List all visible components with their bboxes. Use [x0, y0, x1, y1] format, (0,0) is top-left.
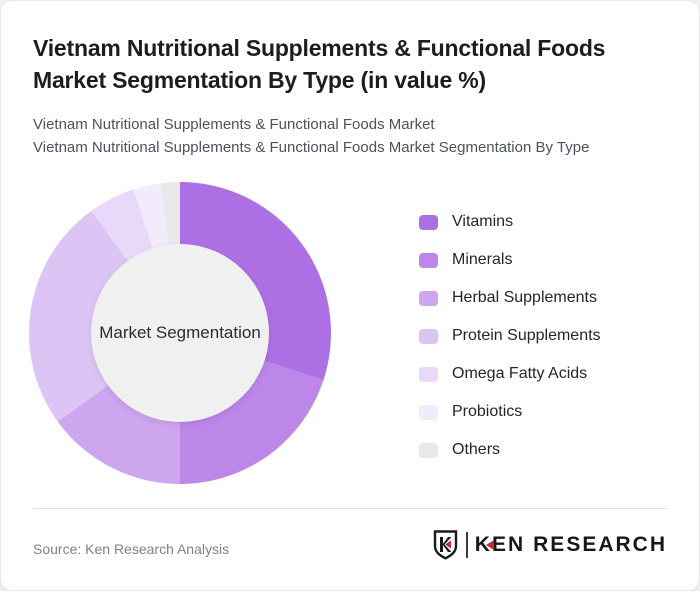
chart-legend: Vitamins Minerals Herbal Supplements Pro…: [419, 203, 601, 469]
legend-item-others: Others: [419, 431, 601, 469]
legend-label-herbal-supplements: Herbal Supplements: [452, 289, 597, 306]
chart-subtitle-line-1: Vietnam Nutritional Supplements & Functi…: [33, 116, 435, 133]
page-title-line-1: Vietnam Nutritional Supplements & Functi…: [33, 35, 606, 61]
logo-word-research: RESEARCH: [533, 533, 667, 556]
legend-swatch-protein-supplements: [419, 328, 438, 344]
ken-research-logo: K EN RESEARCH: [430, 530, 667, 560]
legend-label-others: Others: [452, 441, 501, 458]
ken-research-shield-icon: [433, 530, 457, 560]
legend-swatch-minerals: [419, 252, 438, 268]
legend-swatch-others: [419, 442, 438, 458]
legend-swatch-probiotics: [419, 404, 438, 420]
logo-divider-bar: [465, 532, 468, 558]
logo-word-en: EN: [491, 533, 526, 556]
legend-label-protein-supplements: Protein Supplements: [452, 327, 601, 344]
legend-item-minerals: Minerals: [419, 241, 601, 279]
page-title-line-2: Market Segmentation By Type (in value %): [33, 67, 486, 93]
logo-letter-k: K: [474, 533, 494, 556]
chart-subtitle: Vietnam Nutritional Supplements & Functi…: [33, 113, 589, 159]
red-triangle-icon: [485, 540, 494, 550]
legend-label-probiotics: Probiotics: [452, 403, 523, 420]
legend-swatch-herbal-supplements: [419, 290, 438, 306]
donut-chart: Market Segmentation: [29, 182, 331, 484]
legend-label-minerals: Minerals: [452, 251, 513, 268]
legend-item-protein-supplements: Protein Supplements: [419, 317, 601, 355]
donut-center: Market Segmentation: [91, 244, 269, 422]
logo-wordmark: K EN RESEARCH: [475, 530, 667, 560]
legend-item-omega-fatty-acids: Omega Fatty Acids: [419, 355, 601, 393]
legend-item-herbal-supplements: Herbal Supplements: [419, 279, 601, 317]
footer-divider: [33, 508, 667, 509]
legend-item-probiotics: Probiotics: [419, 393, 601, 431]
legend-swatch-omega-fatty-acids: [419, 366, 438, 382]
donut-center-label: Market Segmentation: [99, 323, 261, 342]
legend-label-vitamins: Vitamins: [452, 213, 514, 230]
legend-label-omega-fatty-acids: Omega Fatty Acids: [452, 365, 588, 382]
legend-swatch-vitamins: [419, 214, 438, 230]
legend-item-vitamins: Vitamins: [419, 203, 601, 241]
source-note: Source: Ken Research Analysis: [33, 541, 230, 557]
page-title: Vietnam Nutritional Supplements & Functi…: [33, 32, 605, 96]
chart-subtitle-line-2: Vietnam Nutritional Supplements & Functi…: [33, 139, 590, 156]
